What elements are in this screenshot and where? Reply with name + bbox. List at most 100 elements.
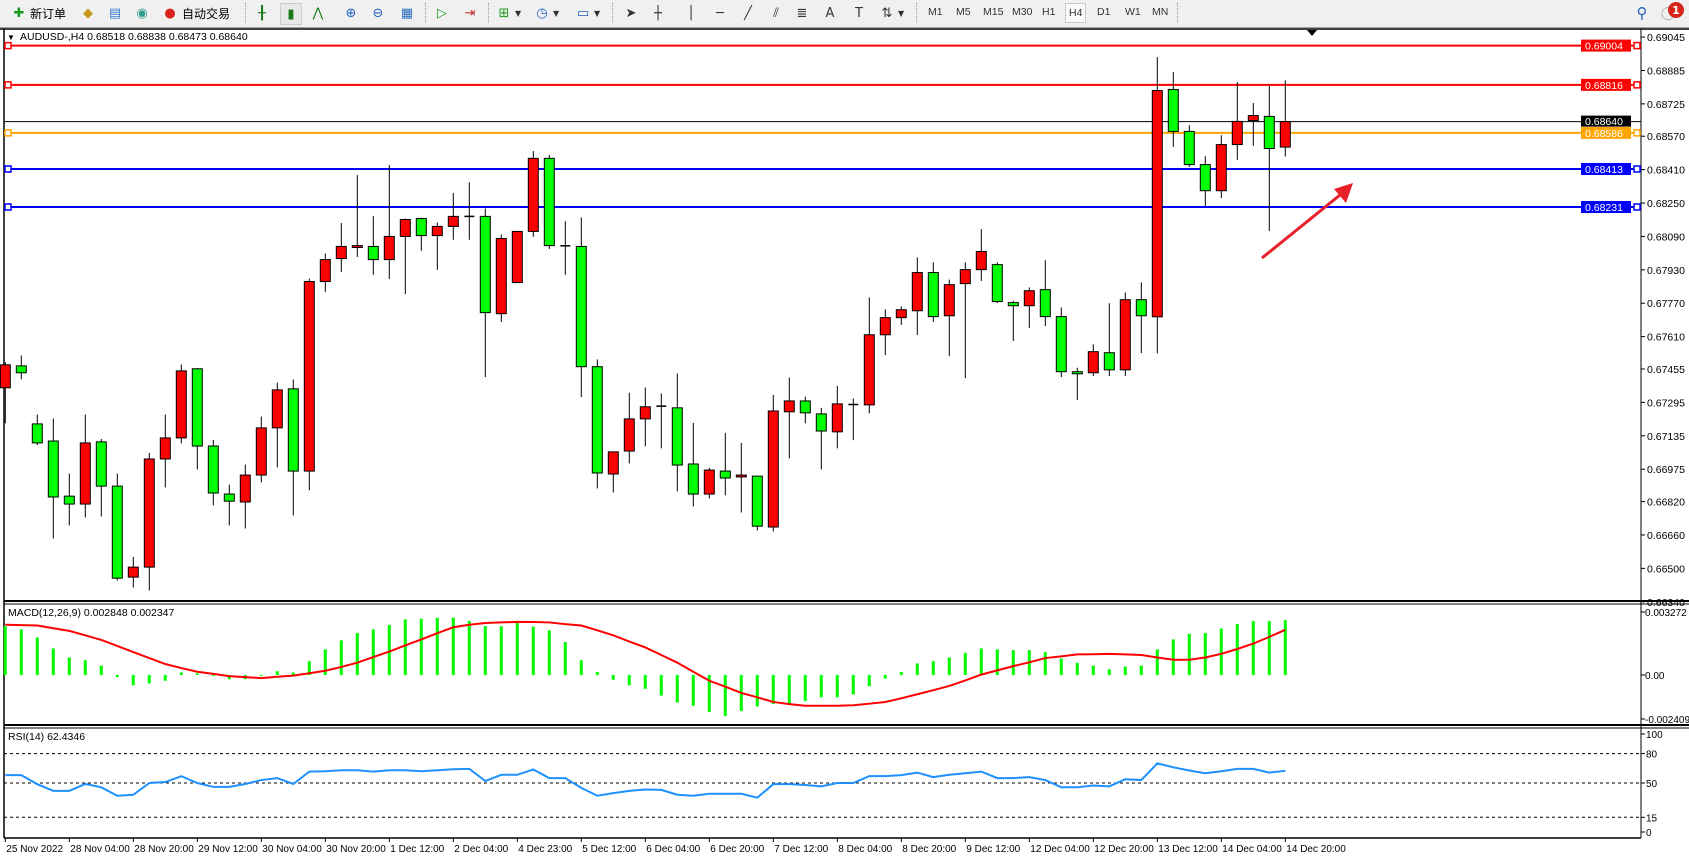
candlestick-icon[interactable]: ▮ (280, 3, 302, 25)
zoom-in-icon[interactable]: ⊕ (345, 5, 357, 21)
arrows-icon[interactable]: ⇅ (881, 5, 893, 21)
macd-histogram-bar (275, 671, 279, 675)
macd-panel[interactable]: 0.003272 0.00 -0.002409 (3, 603, 1689, 726)
candle-body (719, 470, 731, 479)
indicators-icon[interactable]: ⊞ (498, 5, 510, 21)
candle-body (367, 245, 379, 261)
trendline-icon[interactable]: ╱ (744, 5, 752, 21)
zoom-out-icon[interactable]: ⊖ (372, 5, 384, 21)
toolbar-separator (245, 3, 247, 23)
timeframe-m5[interactable]: M5 (956, 6, 971, 18)
candle-body (415, 217, 427, 237)
price-tick-label: 0.66500 (1647, 563, 1685, 575)
line-handle (4, 41, 12, 50)
candle (767, 394, 779, 532)
market-watch-icon[interactable]: ◆ (83, 5, 93, 21)
macd-histogram-bar (963, 652, 967, 675)
time-label: 5 Dec 12:00 (582, 844, 636, 855)
indicators-dropdown-icon[interactable]: ▼ (515, 8, 522, 18)
toolbar-separator (425, 3, 427, 23)
text-label-icon[interactable]: T (855, 5, 863, 21)
rsi-line (5, 762, 1286, 799)
auto-trading-button[interactable]: 自动交易 (182, 6, 231, 21)
price-panel[interactable]: 0.69045 0.68885 0.68725 0.68570 0.68410 0.682… (0, 28, 1689, 838)
macd-histogram-bar (851, 675, 855, 695)
macd-histogram-bar (563, 642, 567, 675)
candle-body (1135, 299, 1147, 317)
notification-badge[interactable]: 1 (1668, 2, 1684, 18)
candle (495, 234, 507, 323)
line-chart-icon[interactable]: ⋀ (312, 5, 324, 21)
data-window-icon[interactable]: ▤ (108, 5, 122, 21)
time-label: 12 Dec 20:00 (1094, 844, 1154, 855)
timeframe-w1[interactable]: W1 (1125, 6, 1141, 18)
timeframe-m1[interactable]: M1 (928, 6, 943, 18)
arrows-dropdown-icon[interactable]: ▼ (898, 8, 905, 18)
macd-axis-label: -0.002409 (1645, 715, 1689, 726)
tile-windows-icon[interactable]: ▦ (400, 5, 414, 21)
timeframe-m15[interactable]: M15 (983, 6, 1004, 18)
macd-histogram-bar (627, 675, 631, 686)
macd-histogram-bar (547, 630, 551, 675)
candle (575, 217, 587, 398)
candle-body (223, 493, 235, 502)
horizontal-line-icon[interactable]: ─ (716, 5, 724, 21)
auto-trading-icon[interactable]: ● (164, 5, 176, 21)
auto-scroll-icon[interactable]: ▷ (437, 5, 447, 21)
candle (783, 377, 795, 459)
candle (207, 439, 219, 506)
candle (383, 165, 395, 280)
price-tag-label: 0.68816 (1585, 80, 1623, 92)
timeframe-d1[interactable]: D1 (1097, 6, 1111, 18)
new-order-icon[interactable]: ✚ (13, 5, 25, 21)
timeframe-m30[interactable]: M30 (1012, 6, 1033, 18)
collapse-icon[interactable]: ▼ (7, 33, 15, 42)
signals-icon[interactable]: ◉ (136, 5, 148, 21)
templates-icon[interactable]: ▭ (576, 5, 590, 21)
macd-histogram-bar (707, 675, 711, 712)
time-label: 9 Dec 12:00 (966, 844, 1020, 855)
macd-histogram-bar (1203, 633, 1207, 675)
candle-body (751, 475, 763, 527)
macd-histogram-bar (387, 624, 391, 675)
new-order-button[interactable]: 新订单 (30, 6, 67, 21)
periods-icon[interactable]: ◷ (536, 5, 548, 21)
price-tag-label: 0.68413 (1585, 164, 1623, 176)
fibonacci-icon[interactable]: ⫽ (773, 5, 779, 21)
candle (351, 175, 363, 257)
candle-body (543, 157, 555, 247)
candle (1055, 307, 1067, 378)
periods-dropdown-icon[interactable]: ▼ (553, 8, 560, 18)
timeframe-h4[interactable]: H4 (1065, 3, 1087, 23)
time-label: 12 Dec 04:00 (1030, 844, 1090, 855)
macd-histogram-bar (1267, 621, 1271, 675)
bar-chart-icon[interactable]: ╂ (258, 5, 266, 21)
price-tick-label: 0.67295 (1647, 397, 1685, 409)
cursor-icon[interactable]: ➤ (625, 5, 637, 21)
candle-body (735, 474, 747, 478)
macd-histogram-bar (67, 657, 71, 675)
candle-body (767, 410, 779, 528)
macd-histogram-bar (467, 620, 471, 675)
candle (560, 221, 571, 275)
candle (464, 182, 475, 240)
templates-dropdown-icon[interactable]: ▼ (594, 8, 601, 18)
vertical-line-icon[interactable]: │ (687, 5, 695, 21)
chart-window[interactable]: 0.69045 0.68885 0.68725 0.68570 0.68410 0.682… (0, 28, 1689, 861)
crosshair-icon[interactable]: ┼ (654, 5, 662, 21)
candle (15, 355, 27, 380)
chart-shift-icon[interactable]: ⇥ (464, 5, 476, 21)
candle (159, 414, 171, 488)
chart-background (0, 28, 1689, 861)
chart-header: AUDUSD-,H4 0.68518 0.68838 0.68473 0.686… (20, 31, 248, 43)
fibo-fan-icon[interactable]: ≣ (796, 5, 808, 21)
macd-histogram-bar (403, 619, 407, 675)
macd-histogram-bar (195, 673, 199, 675)
search-icon[interactable]: ⚲ (1636, 4, 1648, 22)
candle-body (671, 407, 683, 466)
text-icon[interactable]: A (825, 5, 835, 21)
timeframe-mn[interactable]: MN (1152, 6, 1169, 18)
timeframe-h1[interactable]: H1 (1042, 6, 1056, 18)
rsi-panel[interactable]: 100 80 50 15 0 (4, 727, 1689, 839)
candle (303, 278, 315, 491)
